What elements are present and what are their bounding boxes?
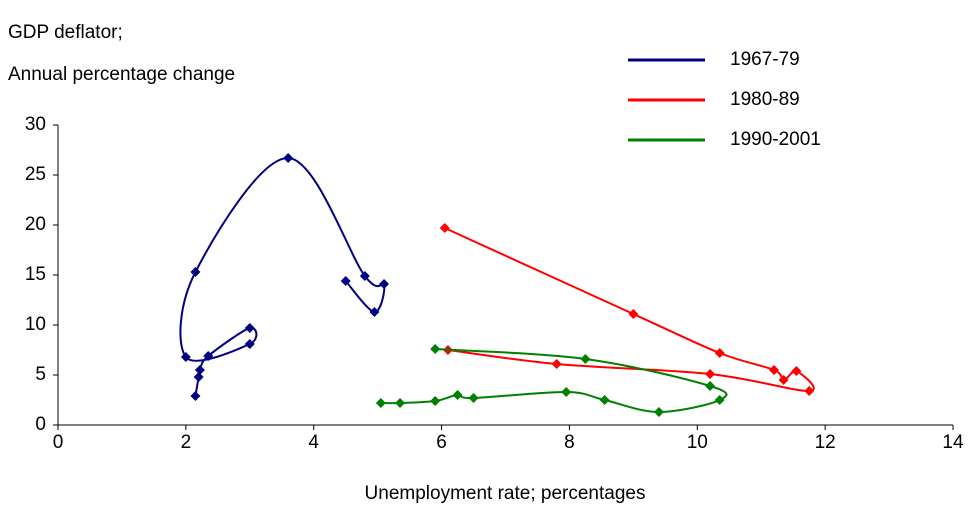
x-tick-label: 12 — [815, 432, 836, 453]
marker — [194, 365, 205, 375]
marker — [244, 323, 255, 333]
marker — [714, 348, 725, 358]
marker — [359, 271, 370, 281]
y-tick-label: 20 — [25, 214, 46, 235]
x-axis-label: Unemployment rate; percentages — [365, 483, 646, 504]
x-tick-label: 6 — [436, 432, 447, 453]
marker — [551, 359, 562, 369]
marker — [193, 372, 204, 382]
y-tick-label: 10 — [25, 314, 46, 335]
marker — [439, 223, 450, 233]
marker — [430, 396, 441, 406]
marker — [769, 365, 779, 375]
marker — [369, 307, 380, 317]
marker — [395, 398, 406, 408]
marker — [452, 390, 463, 400]
marker — [705, 381, 716, 391]
marker — [468, 393, 479, 403]
x-tick-label: 8 — [564, 432, 575, 453]
y-tick-label: 15 — [25, 264, 46, 285]
chart-subtitle: Annual percentage change — [8, 64, 235, 85]
y-tick-label: 5 — [35, 364, 46, 385]
marker — [375, 398, 386, 408]
marker — [714, 395, 725, 405]
marker — [379, 279, 390, 289]
marker — [283, 153, 294, 163]
x-tick-label: 2 — [181, 432, 192, 453]
marker — [340, 276, 351, 286]
marker — [561, 387, 572, 397]
x-tick-label: 0 — [53, 432, 64, 453]
marker — [203, 351, 214, 361]
legend-label: 1967-79 — [730, 49, 800, 70]
marker — [580, 354, 591, 364]
marker — [190, 391, 201, 401]
series-line — [179, 156, 386, 397]
marker — [705, 369, 716, 379]
marker — [804, 386, 815, 396]
marker — [653, 407, 664, 417]
y-tick-label: 0 — [35, 414, 46, 435]
legend-label: 1990-2001 — [730, 129, 821, 150]
x-tick-label: 4 — [308, 432, 319, 453]
series-line — [444, 227, 815, 393]
marker — [599, 395, 610, 405]
marker — [180, 352, 191, 362]
marker — [244, 339, 255, 349]
marker — [791, 366, 802, 376]
chart-title: GDP deflator; — [8, 22, 123, 43]
marker — [430, 344, 441, 354]
y-tick-label: 25 — [25, 164, 46, 185]
x-tick-label: 14 — [942, 432, 964, 453]
legend-label: 1980-89 — [730, 89, 800, 110]
y-tick-label: 30 — [25, 114, 46, 135]
marker — [778, 375, 789, 385]
marker — [628, 309, 639, 319]
marker — [190, 267, 201, 277]
x-tick-label: 10 — [687, 432, 708, 453]
